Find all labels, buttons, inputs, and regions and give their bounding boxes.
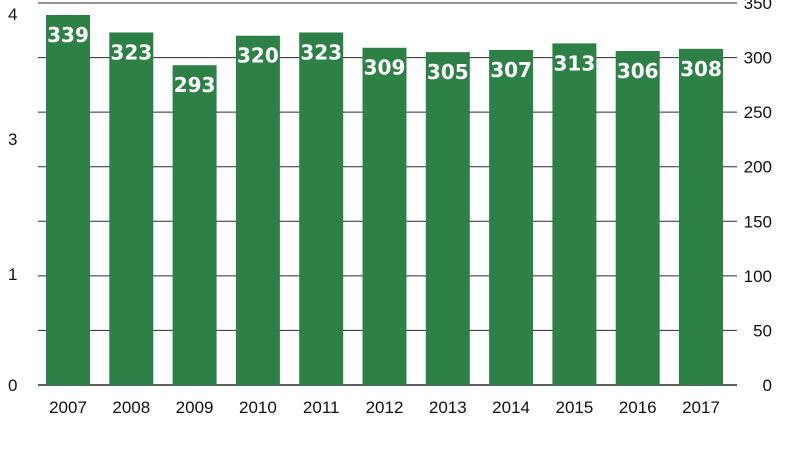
bar-value-label: 323 (300, 40, 342, 64)
x-tick-label: 2012 (366, 398, 404, 417)
right-tick-label: 100 (744, 267, 772, 286)
bar-value-label: 339 (47, 23, 89, 47)
right-tick-label: 150 (744, 212, 772, 231)
bar-value-label: 305 (427, 60, 469, 84)
bar-value-label: 307 (490, 58, 532, 82)
x-tick-label: 2017 (682, 398, 720, 417)
bar-value-label: 323 (110, 40, 152, 64)
left-tick-label: 4 (8, 5, 17, 24)
right-tick-label: 200 (744, 158, 772, 177)
x-tick-label: 2016 (619, 398, 657, 417)
bar (679, 48, 723, 386)
bar-value-label: 320 (237, 44, 279, 68)
bar (235, 35, 280, 385)
right-tick-label: 250 (744, 103, 772, 122)
bar (109, 32, 154, 386)
bar-value-labels: 339 323 293 320 323 309 305 307 313 306 308 (47, 23, 722, 97)
x-tick-label: 2011 (303, 398, 340, 417)
bar-value-label: 309 (364, 56, 406, 80)
right-axis-ticks: 0 50 100 150 200 250 300 350 (744, 0, 772, 395)
bar (362, 47, 407, 386)
left-tick-label: 3 (8, 130, 17, 149)
bar (489, 49, 534, 385)
bar-value-label: 293 (174, 73, 216, 97)
bar-value-label: 308 (680, 57, 722, 81)
right-tick-label: 0 (763, 376, 772, 395)
bar-value-label: 306 (617, 59, 659, 83)
x-tick-label: 2008 (112, 398, 150, 417)
x-tick-label: 2015 (555, 398, 593, 417)
bar-value-label: 313 (554, 51, 596, 75)
x-tick-label: 2014 (492, 398, 530, 417)
x-axis-ticks: 2007 2008 2009 2010 2011 2012 2013 2014 2015 2016… (49, 398, 720, 417)
bars (46, 15, 723, 386)
left-axis-ticks: 0 1 3 4 (8, 5, 17, 395)
x-tick-label: 2009 (176, 398, 214, 417)
right-tick-label: 50 (753, 321, 772, 340)
right-tick-label: 300 (744, 49, 772, 68)
bar (425, 52, 470, 385)
left-tick-label: 1 (8, 265, 17, 284)
left-tick-label: 0 (8, 376, 17, 395)
x-tick-label: 2013 (429, 398, 467, 417)
bar (46, 15, 90, 386)
bar (615, 51, 660, 385)
bar (552, 43, 597, 385)
x-tick-label: 2007 (49, 398, 87, 417)
x-tick-label: 2010 (239, 398, 277, 417)
right-tick-label: 350 (744, 0, 772, 13)
bar (299, 32, 344, 386)
bar (172, 65, 217, 385)
